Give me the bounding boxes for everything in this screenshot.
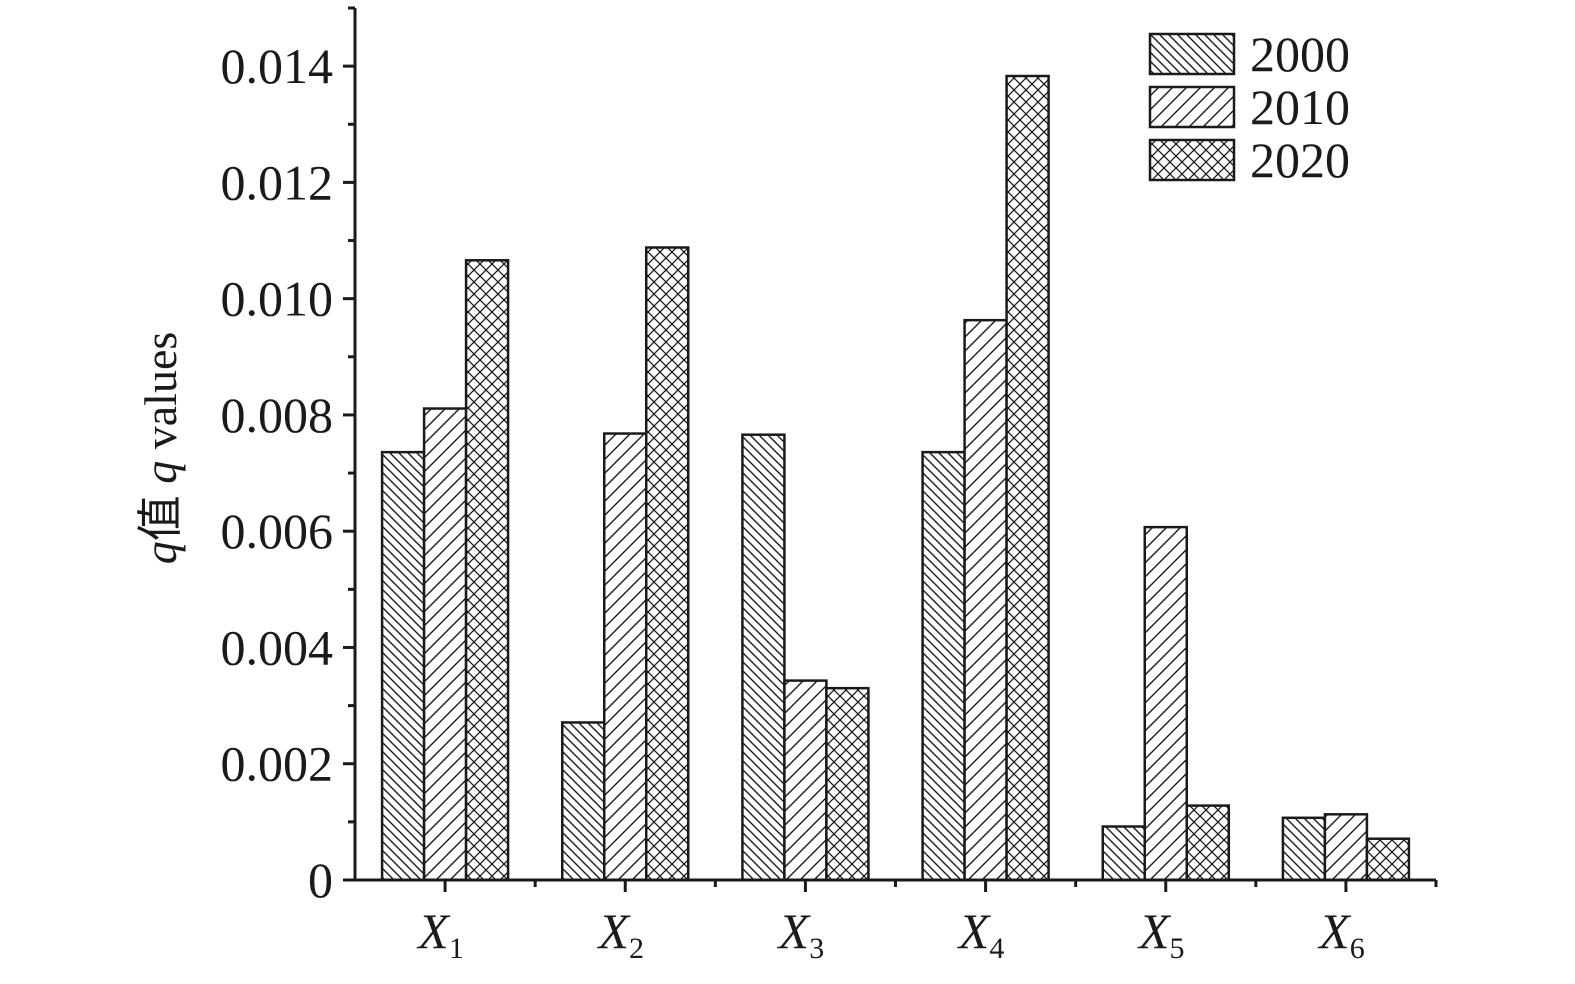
x-tick-label: X5 xyxy=(1137,903,1185,965)
legend-swatch-2000 xyxy=(1148,32,1236,76)
bar-2000-cat-5 xyxy=(1101,825,1146,882)
legend-label-2020: 2020 xyxy=(1250,132,1350,188)
y-axis-label-var: q xyxy=(135,461,186,484)
y-tick-label: 0.012 xyxy=(221,154,334,210)
x-tick-label: X4 xyxy=(957,903,1005,965)
x-tick-label: X6 xyxy=(1317,903,1365,965)
x-axis-ticks: X1 X2 X3 X4 X5 X6 xyxy=(416,880,1438,965)
y-axis-ticks: 0 0.002 0.004 0.006 0.008 0.010 0.012 0.014 xyxy=(221,6,355,908)
bar-2010-cat-2 xyxy=(603,432,648,882)
y-tick-label: 0.002 xyxy=(221,736,334,792)
x-tick-label: X1 xyxy=(416,903,464,965)
legend-swatch-2020 xyxy=(1148,138,1236,182)
y-axis-label-suffix: values xyxy=(135,332,186,461)
bar-2020-cat-2 xyxy=(645,246,690,882)
bar-2000-cat-2 xyxy=(561,721,606,882)
bars-group xyxy=(380,74,1411,882)
bar-2010-cat-4 xyxy=(963,318,1008,882)
bar-2020-cat-5 xyxy=(1185,804,1230,882)
legend-label-2010: 2010 xyxy=(1250,79,1350,135)
bar-2020-cat-4 xyxy=(1005,74,1050,882)
legend-swatch-2010 xyxy=(1148,85,1236,129)
bar-2010-cat-5 xyxy=(1143,525,1188,882)
y-axis-label-cjk: 值 xyxy=(135,484,186,542)
bar-2000-cat-3 xyxy=(741,433,786,882)
y-tick-label: 0.008 xyxy=(221,387,334,443)
y-tick-label: 0.006 xyxy=(221,503,334,559)
bar-2000-cat-1 xyxy=(380,450,426,882)
bar-2020-cat-1 xyxy=(464,259,510,882)
bar-2020-cat-3 xyxy=(825,686,870,882)
y-axis-label: q值 q values xyxy=(135,332,186,565)
x-tick-label: X2 xyxy=(596,903,644,965)
y-tick-label: 0.004 xyxy=(221,619,334,675)
bar-2010-cat-6 xyxy=(1323,813,1369,882)
bar-2020-cat-6 xyxy=(1365,837,1411,882)
y-tick-label: 0.014 xyxy=(221,38,334,94)
y-tick-label: 0 xyxy=(308,852,333,908)
svg-text:q值 q values: q值 q values xyxy=(135,332,186,565)
y-tick-label: 0.010 xyxy=(221,271,334,327)
bar-2010-cat-1 xyxy=(422,407,468,882)
bar-2000-cat-4 xyxy=(921,450,966,882)
bar-2000-cat-6 xyxy=(1281,816,1327,882)
y-axis-label-prefix: q xyxy=(135,541,186,564)
bar-2010-cat-3 xyxy=(783,679,828,882)
legend-label-2000: 2000 xyxy=(1250,26,1350,82)
x-tick-label: X3 xyxy=(777,903,825,965)
